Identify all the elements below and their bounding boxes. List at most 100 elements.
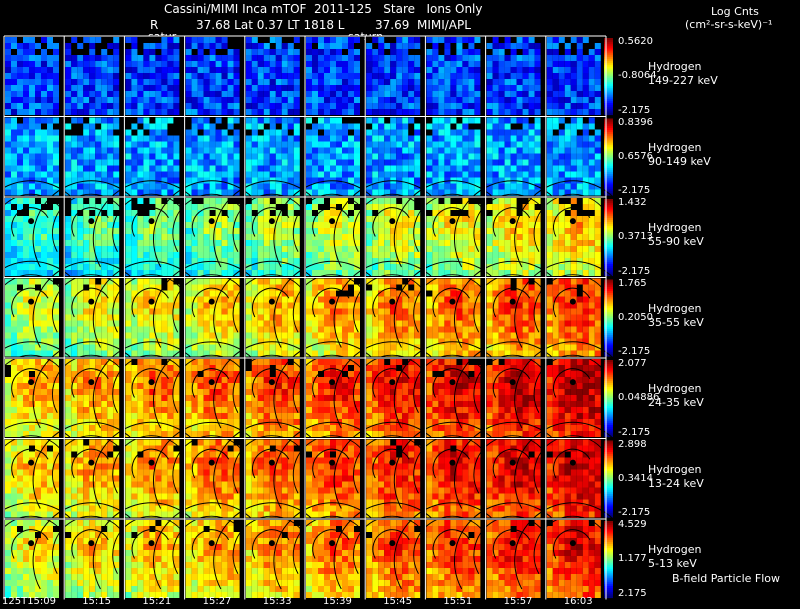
contour-line — [473, 435, 548, 494]
contour-line — [352, 435, 427, 494]
colorbar-segment — [604, 509, 613, 512]
colorbar-segment — [604, 515, 613, 518]
contour-line — [492, 207, 531, 237]
colorbar-segment — [604, 425, 613, 428]
heatmap-panel — [485, 116, 545, 196]
colorbar-segment — [604, 461, 613, 465]
b-field-marker — [449, 298, 456, 305]
colorbar-segment — [604, 187, 613, 190]
colorbar-segment — [604, 478, 613, 482]
colorbar-segment — [604, 126, 613, 129]
contour-line — [153, 341, 264, 429]
b-field-marker — [329, 379, 336, 386]
colorbar-segment — [604, 181, 613, 185]
colorbar-segment — [604, 455, 613, 459]
b-field-marker — [148, 459, 155, 466]
contour-line — [273, 180, 384, 268]
contour-line — [352, 274, 427, 333]
colorbar-segment — [604, 555, 613, 558]
contour-line — [232, 515, 307, 574]
colorbar-segment — [604, 480, 613, 484]
contour-line — [71, 207, 109, 237]
colorbar-segment — [604, 453, 613, 457]
colorbar-segment — [604, 177, 613, 181]
heatmap-panel — [32, 341, 143, 438]
colorbar-segment — [604, 204, 613, 208]
contour-line — [131, 368, 169, 398]
colorbar-segment — [604, 350, 613, 353]
colorbar-segment — [604, 574, 613, 578]
contour-line — [333, 180, 444, 268]
colorbar-mid-label: 0.3713 — [618, 231, 653, 243]
colorbar-segment — [604, 434, 613, 438]
colorbar-segment — [604, 342, 613, 346]
b-field-marker — [569, 459, 576, 466]
contour-line — [413, 354, 487, 413]
colorbar-max-label: 1.765 — [618, 277, 647, 289]
colorbar-segment — [604, 459, 613, 463]
contour-line — [252, 529, 290, 559]
contour-line — [393, 502, 504, 590]
colorbar-segment — [604, 208, 613, 212]
contour-line — [333, 421, 444, 509]
time-tick-label: 15:45 — [383, 596, 413, 607]
contour-line — [533, 274, 608, 333]
colorbar-segment — [604, 149, 613, 152]
heatmap-panel — [213, 260, 324, 357]
heatmap-panel — [92, 341, 203, 438]
contour-line — [191, 448, 230, 479]
contour-line — [333, 341, 444, 429]
contour-line — [312, 207, 350, 237]
colorbar-segment — [604, 97, 613, 100]
colorbar-segment — [604, 281, 613, 284]
contour-line — [352, 354, 427, 413]
colorbar-segment — [604, 371, 613, 374]
colorbar-segment — [604, 503, 613, 507]
colorbar-segment — [604, 563, 613, 566]
contour-line — [252, 287, 290, 318]
contour-line — [32, 260, 143, 348]
b-field-marker — [268, 540, 275, 547]
colorbar-segment — [604, 426, 613, 430]
colorbar-title: Log Cnts — [711, 5, 759, 18]
colorbar-segment — [604, 231, 613, 235]
colorbar-segment — [604, 559, 613, 562]
colorbar-segment — [604, 474, 613, 478]
orbit-info: 37.68 Lat 0.37 LT 1818 L 37.69 MIMI/APL — [196, 18, 471, 32]
contour-line — [514, 421, 625, 509]
b-field-marker — [208, 298, 215, 305]
b-field-marker — [329, 540, 336, 547]
heatmap-panel — [545, 36, 605, 116]
colorbar-segment — [604, 244, 613, 248]
energy-band-label: Hydrogen 55-90 keV — [648, 221, 704, 249]
colorbar-segment — [604, 298, 613, 302]
contour-line — [273, 421, 384, 509]
colorbar-segment — [604, 400, 613, 403]
colorbar-segment — [604, 319, 613, 323]
colorbar-segment — [604, 147, 613, 150]
b-field-marker — [509, 459, 516, 466]
contour-line — [92, 260, 203, 348]
colorbar-segment — [604, 108, 613, 112]
colorbar-segment — [604, 538, 613, 541]
contour-line — [191, 207, 230, 237]
colorbar-segment — [604, 229, 613, 233]
colorbar-segment — [604, 227, 613, 231]
contour-line — [553, 368, 591, 398]
contour-line — [413, 274, 487, 333]
colorbar-segment — [604, 521, 613, 524]
contour-line — [473, 515, 548, 574]
heatmap-panel — [64, 36, 124, 116]
contour-line — [131, 448, 169, 479]
colorbar-segment — [604, 221, 613, 225]
colorbar-segment — [604, 315, 613, 319]
colorbar-segment — [604, 128, 613, 131]
colorbar-mid-label: 1.177 — [618, 553, 647, 565]
contour-line — [292, 354, 367, 413]
colorbar-segment — [604, 235, 613, 238]
colorbar-segment — [604, 379, 613, 382]
colorbar-segment — [604, 296, 613, 300]
contour-line — [492, 529, 531, 559]
contour-line — [372, 529, 410, 559]
